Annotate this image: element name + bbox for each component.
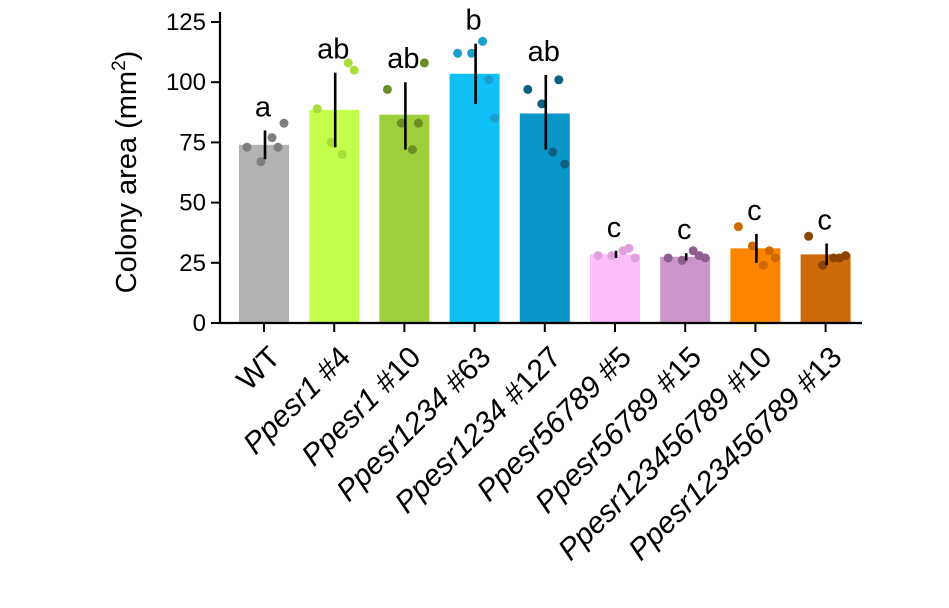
data-point [663, 253, 673, 263]
bar [590, 254, 640, 323]
data-point [624, 243, 634, 253]
data-point [326, 137, 336, 147]
data-point [267, 133, 277, 143]
significance-letter: ab [387, 43, 419, 75]
y-tick-label: 0 [193, 310, 206, 337]
x-tick-label: WT [231, 341, 287, 397]
data-point [349, 65, 359, 75]
data-point [407, 145, 417, 155]
data-point [554, 75, 564, 85]
data-point [733, 222, 743, 232]
data-point [630, 253, 640, 263]
data-point [273, 142, 283, 152]
data-point [256, 157, 266, 167]
y-axis-title: Colony area (mm2) [109, 51, 143, 294]
data-point [396, 118, 406, 128]
data-point [419, 58, 429, 68]
data-point [758, 260, 768, 270]
data-point [677, 255, 687, 265]
data-point [818, 260, 828, 270]
bar [449, 73, 500, 323]
bar [239, 144, 289, 323]
error-bars-layer [263, 43, 828, 266]
significance-letter: a [255, 91, 272, 123]
data-point [490, 113, 500, 123]
data-point [764, 246, 774, 256]
data-point [523, 84, 533, 94]
significance-letter: b [466, 5, 482, 37]
y-tick-label: 50 [179, 190, 206, 217]
significance-letter: c [817, 205, 832, 237]
data-point [279, 118, 289, 128]
data-point [548, 147, 558, 157]
data-point [413, 118, 423, 128]
bar [660, 256, 711, 323]
data-point [242, 142, 252, 152]
data-point [593, 251, 603, 261]
y-tick-label: 100 [166, 69, 206, 96]
points-layer [242, 36, 851, 270]
data-point [343, 58, 353, 68]
significance-letters: a ab ab b ab c c c c [255, 5, 832, 246]
data-point [607, 251, 617, 261]
y-tick-label: 25 [179, 250, 206, 277]
y-tick-label: 75 [179, 129, 206, 156]
significance-letter: c [747, 195, 762, 227]
x-tick-label-suffix: WT [231, 341, 287, 397]
data-point [382, 84, 392, 94]
data-point [841, 251, 851, 261]
data-point [688, 246, 698, 256]
data-point [467, 48, 477, 58]
data-point [453, 48, 463, 58]
data-point [484, 75, 494, 85]
data-point [770, 253, 780, 263]
data-point [560, 159, 570, 169]
significance-letter: ab [528, 36, 560, 68]
significance-letter: c [607, 212, 622, 244]
significance-letter: ab [317, 34, 349, 66]
data-point [337, 149, 347, 159]
significance-letter: c [677, 214, 692, 246]
data-point [537, 99, 547, 109]
y-ticks: 0 25 50 75 100 125 [166, 9, 220, 337]
data-point [747, 241, 757, 251]
y-tick-label: 125 [166, 9, 206, 36]
data-point [312, 104, 322, 114]
data-point [804, 231, 814, 241]
data-point [700, 253, 710, 263]
data-point [478, 36, 488, 46]
